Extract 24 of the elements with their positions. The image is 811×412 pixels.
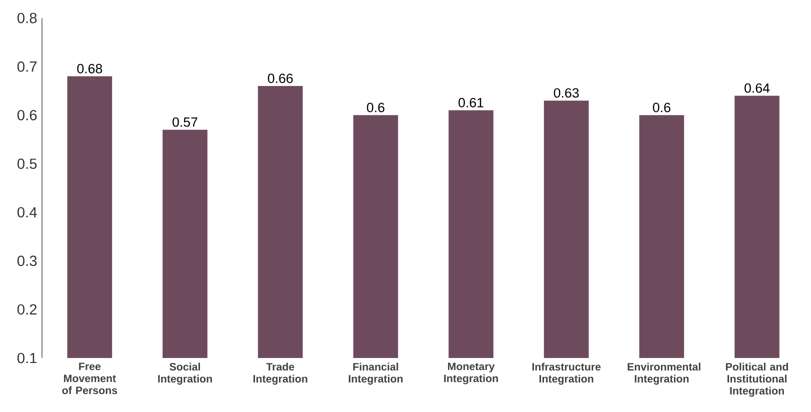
y-tick-label: 0.4 (17, 207, 37, 218)
data-label: 0.64 (744, 83, 770, 93)
x-tick-label: Financial Integration (348, 362, 403, 385)
x-tick-label: Monetary Integration (444, 362, 498, 384)
data-label: 0.68 (77, 64, 102, 74)
data-label: 0.6 (366, 102, 384, 112)
x-tick-label: Political and Institutional Integration (726, 362, 788, 397)
y-tick-label: 0.3 (17, 256, 37, 266)
y-tick-label: 0.7 (17, 61, 37, 72)
x-tick-label: Environmental Integration (628, 362, 700, 385)
data-label: 0.63 (554, 88, 579, 98)
data-label: 0.57 (172, 117, 198, 127)
y-tick-label: 0.2 (17, 304, 37, 315)
x-tick-label: Infrastructure Integration (532, 362, 601, 385)
y-tick-label: 0.5 (17, 158, 37, 169)
y-tick-label: 0.1 (17, 352, 37, 364)
y-tick-label: 0.8 (17, 12, 37, 24)
data-label: 0.6 (652, 102, 670, 112)
y-tick-label: 0.6 (17, 110, 37, 120)
x-tick-label: Trade Integration (253, 362, 308, 385)
data-label: 0.61 (458, 98, 484, 108)
data-label: 0.66 (268, 74, 293, 84)
x-tick-label: Social Integration (158, 362, 212, 385)
x-tick-label: Free Movement of Persons (62, 362, 118, 394)
